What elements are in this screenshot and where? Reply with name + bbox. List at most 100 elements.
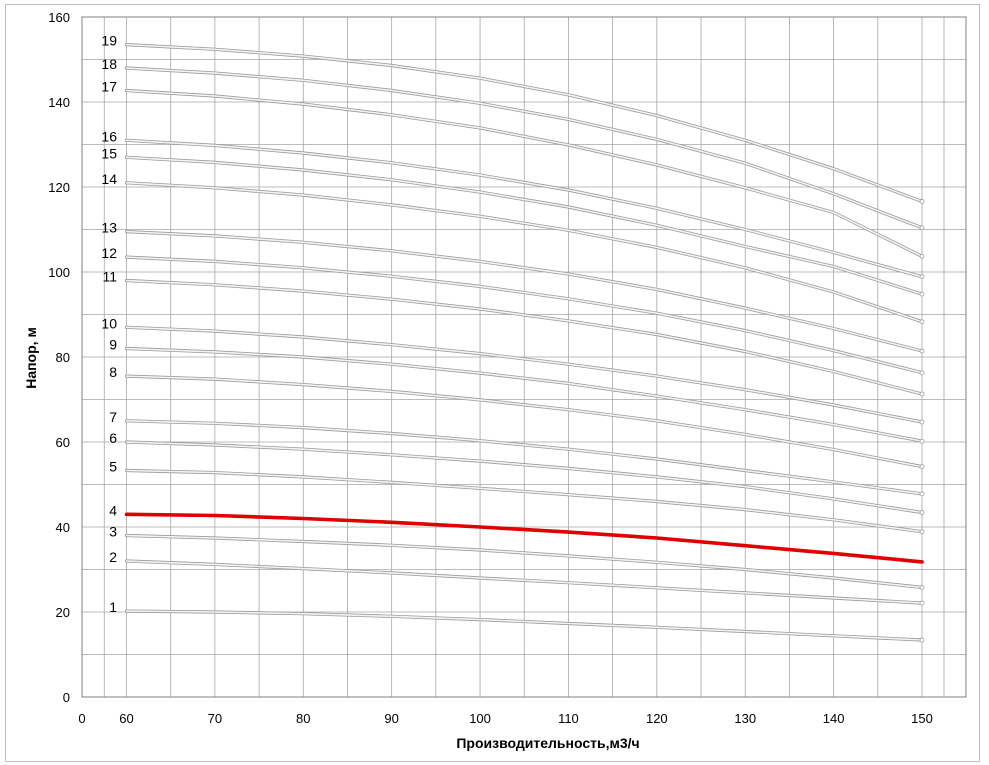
curve-core (125, 89, 923, 258)
y-tick-label: 160 (48, 10, 70, 25)
curve-core (125, 230, 923, 352)
x-tick-label: 80 (296, 711, 310, 726)
curve-end-point (919, 438, 925, 444)
curve-end-point (919, 391, 925, 397)
curve-label-9: 9 (109, 337, 117, 353)
grid (82, 17, 966, 697)
x-axis-title: Производительность,м3/ч (456, 735, 639, 751)
curve-end-point (919, 225, 925, 231)
curve-core (125, 256, 923, 374)
curve-label-4: 4 (109, 502, 117, 518)
curve-end-point (919, 510, 925, 515)
x-tick-label: 60 (119, 711, 133, 726)
curve-label-16: 16 (101, 128, 117, 144)
curve-label-13: 13 (101, 220, 117, 236)
curve-label-3: 3 (109, 524, 117, 540)
x-tick-label: 120 (646, 711, 668, 726)
curve-end-point (919, 637, 925, 643)
curve-end-point (919, 584, 925, 590)
curve-label-8: 8 (109, 364, 117, 380)
curve-12 (124, 255, 925, 376)
curve-end-point (919, 529, 925, 535)
curve-label-5: 5 (109, 458, 117, 474)
curve-end-point (919, 348, 925, 354)
curve-core (125, 156, 923, 295)
x-tick-label: 150 (911, 711, 933, 726)
y-axis-title: Напор, м (23, 327, 39, 389)
curve-end-point (919, 600, 925, 606)
curve-label-19: 19 (101, 33, 117, 49)
curve-label-18: 18 (101, 56, 117, 72)
curve-end-point (919, 291, 925, 297)
curve-label-12: 12 (101, 245, 117, 261)
curve-core (125, 139, 923, 278)
curve-core (125, 67, 923, 229)
curve-end-point (919, 491, 925, 497)
curve-1 (124, 609, 925, 643)
curve-8 (124, 374, 925, 470)
curve-end-point (919, 464, 925, 470)
curve-10 (124, 325, 925, 425)
curve-3 (124, 533, 925, 590)
curve-core (125, 43, 923, 203)
curve-15 (124, 155, 925, 297)
x-tick-label: 90 (384, 711, 398, 726)
curve-label-6: 6 (109, 430, 117, 446)
curves (124, 42, 925, 643)
y-tick-label: 140 (48, 95, 70, 110)
y-tick-label: 0 (63, 690, 70, 705)
curve-core (125, 279, 923, 395)
curve-13 (124, 230, 925, 354)
curve-label-11: 11 (102, 269, 117, 285)
curve-end-point (919, 319, 925, 325)
y-tick-label: 40 (56, 520, 70, 535)
curve-9 (124, 346, 925, 444)
x-tick-label: 100 (469, 711, 491, 726)
curve-core (125, 347, 923, 442)
curve-end-point (919, 419, 925, 425)
curve-label-17: 17 (101, 79, 117, 95)
curve-core (125, 441, 923, 514)
curve-core (125, 182, 923, 323)
curve-end-point (919, 274, 925, 280)
curve-core (125, 469, 923, 533)
curve-7 (124, 419, 925, 497)
x-tick-label: 70 (208, 711, 222, 726)
curve-5 (124, 468, 925, 535)
curve-label-14: 14 (101, 171, 117, 187)
curve-4 (124, 512, 924, 564)
chart-frame (5, 4, 980, 762)
curve-16 (124, 138, 925, 280)
curve-label-7: 7 (109, 409, 117, 425)
curve-core (125, 375, 923, 468)
curve-end-point (919, 199, 925, 204)
x-tick-label: 110 (558, 711, 579, 726)
curve-6 (124, 440, 925, 515)
y-tick-label: 100 (48, 265, 70, 280)
curve-end-point (919, 370, 925, 376)
curve-11 (124, 278, 925, 397)
plot-area-border (81, 16, 967, 698)
curve-core (125, 610, 923, 641)
curve-label-2: 2 (109, 549, 117, 565)
curve-core (125, 419, 923, 495)
curve-core (125, 326, 923, 423)
curve-core (125, 534, 923, 589)
x-tick-label: 0 (78, 711, 85, 726)
curve-label-1: 1 (109, 599, 117, 615)
tick-labels: 0 60 70 80 90 100 110 120 130 140 1500204060801001… (48, 10, 933, 726)
curve-18 (124, 66, 925, 231)
curve-17 (124, 88, 925, 259)
y-tick-label: 120 (48, 180, 70, 195)
curve-core (125, 560, 923, 604)
y-tick-label: 20 (56, 605, 70, 620)
x-tick-label: 130 (734, 711, 756, 726)
curve-19 (124, 42, 925, 204)
y-tick-label: 60 (56, 435, 70, 450)
x-tick-label: 140 (823, 711, 845, 726)
curve-label-15: 15 (101, 145, 117, 161)
curve-label-10: 10 (101, 315, 117, 331)
curve-14 (124, 181, 925, 325)
